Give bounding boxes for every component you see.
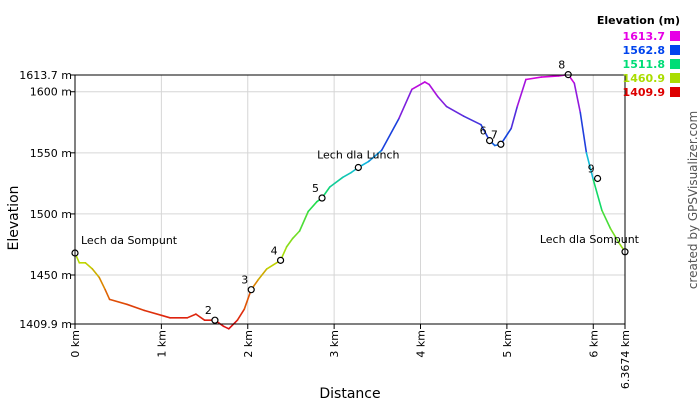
profile-segment: [462, 115, 482, 126]
profile-segment: [195, 313, 206, 322]
legend-swatch: [670, 31, 680, 41]
profile-segment: [367, 149, 383, 163]
waypoints: Lech da Sompunt 2 3 4 5 Lech dla Lunch 6 7 8 9 Lec…: [71, 59, 640, 324]
y-tick-label: 1409.9 m: [19, 318, 72, 331]
waypoint-marker: [318, 194, 326, 202]
x-tick-label: 6.3674 km: [619, 330, 632, 389]
profile-segment: [84, 261, 94, 270]
legend-entry-label: 1409.9: [623, 86, 665, 99]
waypoint-label: 7: [491, 128, 498, 141]
profile-segment: [98, 276, 106, 291]
profile-segment: [445, 105, 465, 117]
legend: Elevation (m) 1613.71562.81511.81460.914…: [597, 14, 680, 99]
x-tick-label: 0 km: [69, 330, 82, 358]
profile-segment: [601, 209, 612, 230]
waypoint-label: 9: [588, 162, 595, 175]
profile-segment: [108, 298, 128, 306]
waypoint-label: 4: [271, 244, 278, 257]
profile-segment: [380, 117, 400, 152]
profile-segment: [398, 88, 413, 120]
x-tick-label: 4 km: [415, 330, 428, 358]
y-axis-ticks: 1409.9 m 1450 m 1500 m 1550 m 1600 m 1613.7 m: [19, 69, 75, 331]
profile-segment: [285, 237, 294, 248]
profile-segment: [298, 210, 310, 232]
legend-swatch: [670, 73, 680, 83]
profile-segment: [126, 303, 145, 312]
profile-segment: [143, 309, 163, 317]
profile-segment: [91, 268, 100, 279]
waypoint-marker: [497, 140, 505, 148]
waypoint-label: Lech da Sompunt: [81, 234, 178, 247]
x-axis-ticks: 0 km 1 km 2 km 3 km 4 km 5 km 6 km 6.3674 km: [69, 324, 632, 389]
waypoint-marker: [354, 163, 362, 172]
x-tick-label: 1 km: [155, 330, 168, 358]
profile-segment: [585, 152, 595, 181]
y-tick-label: 1450 m: [30, 269, 72, 282]
elevation-profile: [74, 73, 626, 330]
x-tick-label: 5 km: [501, 330, 514, 358]
waypoint-marker: [211, 316, 219, 324]
legend-title: Elevation (m): [597, 14, 680, 27]
profile-segment: [160, 314, 171, 319]
profile-segment: [428, 83, 439, 98]
profile-segment: [592, 178, 603, 212]
plot-frame: [74, 74, 626, 325]
profile-segment: [579, 111, 588, 154]
waypoint-label: 3: [241, 274, 248, 287]
waypoint-marker: [593, 174, 602, 183]
legend-entry-label: 1511.8: [623, 58, 665, 71]
waypoint-label: 2: [205, 304, 212, 317]
profile-segment: [411, 81, 426, 91]
legend-entry-label: 1613.7: [623, 30, 665, 43]
waypoint-marker: [276, 256, 285, 264]
waypoint-marker: [486, 137, 494, 145]
legend-entry-label: 1562.8: [623, 44, 665, 57]
profile-segment: [307, 200, 318, 213]
profile-segment: [423, 81, 430, 86]
x-tick-label: 6 km: [587, 330, 600, 358]
profile-segment: [341, 171, 353, 179]
y-tick-label: 1500 m: [30, 208, 72, 221]
waypoint-label: 5: [312, 182, 319, 195]
waypoint-marker: [247, 286, 255, 294]
profile-segment: [257, 268, 268, 281]
legend-swatch: [670, 87, 680, 97]
profile-segment: [104, 288, 111, 301]
waypoint-label: Lech dla Lunch: [317, 148, 399, 161]
profile-segment: [525, 76, 543, 81]
profile-segment: [291, 230, 301, 240]
y-tick-label: 1600 m: [30, 86, 72, 99]
profile-segment: [516, 78, 527, 108]
profile-segment: [328, 176, 344, 188]
grid: [74, 74, 626, 325]
profile-segment: [186, 313, 197, 319]
profile-segment: [436, 95, 448, 108]
y-tick-label: 1550 m: [30, 147, 72, 160]
profile-segment: [609, 227, 621, 244]
profile-segment: [540, 75, 560, 78]
waypoint-label: Lech dla Sompunt: [540, 233, 640, 246]
legend-swatch: [670, 59, 680, 69]
legend-entry-label: 1460.9: [623, 72, 665, 85]
y-axis-title: Elevation: [6, 185, 22, 250]
x-tick-label: 3 km: [328, 330, 341, 358]
waypoint-label: 8: [558, 59, 565, 72]
profile-segment: [573, 82, 582, 114]
x-tick-label: 2 km: [242, 330, 255, 358]
credit-text: created by GPSVisualizer.com: [686, 111, 700, 289]
profile-segment: [236, 308, 246, 322]
profile-segment: [222, 325, 230, 330]
y-tick-label: 1613.7 m: [19, 69, 72, 82]
legend-swatch: [670, 45, 680, 55]
waypoint-label: 6: [480, 125, 487, 138]
profile-segment: [510, 105, 519, 130]
x-axis-title: Distance: [319, 386, 380, 400]
